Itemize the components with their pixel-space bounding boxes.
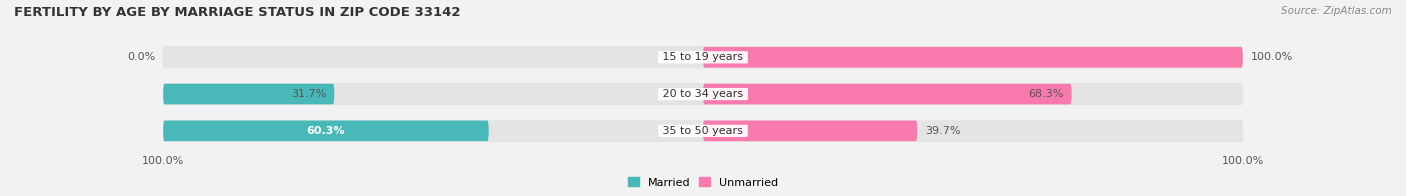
Text: 20 to 34 years: 20 to 34 years: [659, 89, 747, 99]
FancyBboxPatch shape: [703, 121, 917, 141]
FancyBboxPatch shape: [163, 47, 1243, 68]
FancyBboxPatch shape: [163, 47, 1243, 68]
FancyBboxPatch shape: [703, 84, 1071, 104]
Text: 68.3%: 68.3%: [1028, 89, 1063, 99]
Text: 60.3%: 60.3%: [307, 126, 346, 136]
Legend: Married, Unmarried: Married, Unmarried: [623, 173, 783, 192]
Text: 31.7%: 31.7%: [291, 89, 326, 99]
Text: 100.0%: 100.0%: [1251, 52, 1294, 62]
FancyBboxPatch shape: [163, 120, 1243, 142]
FancyBboxPatch shape: [163, 83, 1243, 105]
FancyBboxPatch shape: [163, 84, 335, 104]
FancyBboxPatch shape: [163, 121, 489, 141]
Text: 35 to 50 years: 35 to 50 years: [659, 126, 747, 136]
Text: FERTILITY BY AGE BY MARRIAGE STATUS IN ZIP CODE 33142: FERTILITY BY AGE BY MARRIAGE STATUS IN Z…: [14, 6, 461, 19]
Text: Source: ZipAtlas.com: Source: ZipAtlas.com: [1281, 6, 1392, 16]
FancyBboxPatch shape: [163, 84, 1243, 104]
FancyBboxPatch shape: [163, 121, 1243, 141]
Text: 39.7%: 39.7%: [925, 126, 960, 136]
Text: 0.0%: 0.0%: [127, 52, 155, 62]
Text: 15 to 19 years: 15 to 19 years: [659, 52, 747, 62]
FancyBboxPatch shape: [703, 47, 1243, 68]
